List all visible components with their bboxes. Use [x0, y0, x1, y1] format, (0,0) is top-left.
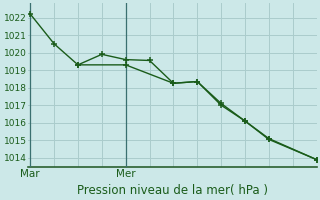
X-axis label: Pression niveau de la mer( hPa ): Pression niveau de la mer( hPa ) [77, 184, 268, 197]
